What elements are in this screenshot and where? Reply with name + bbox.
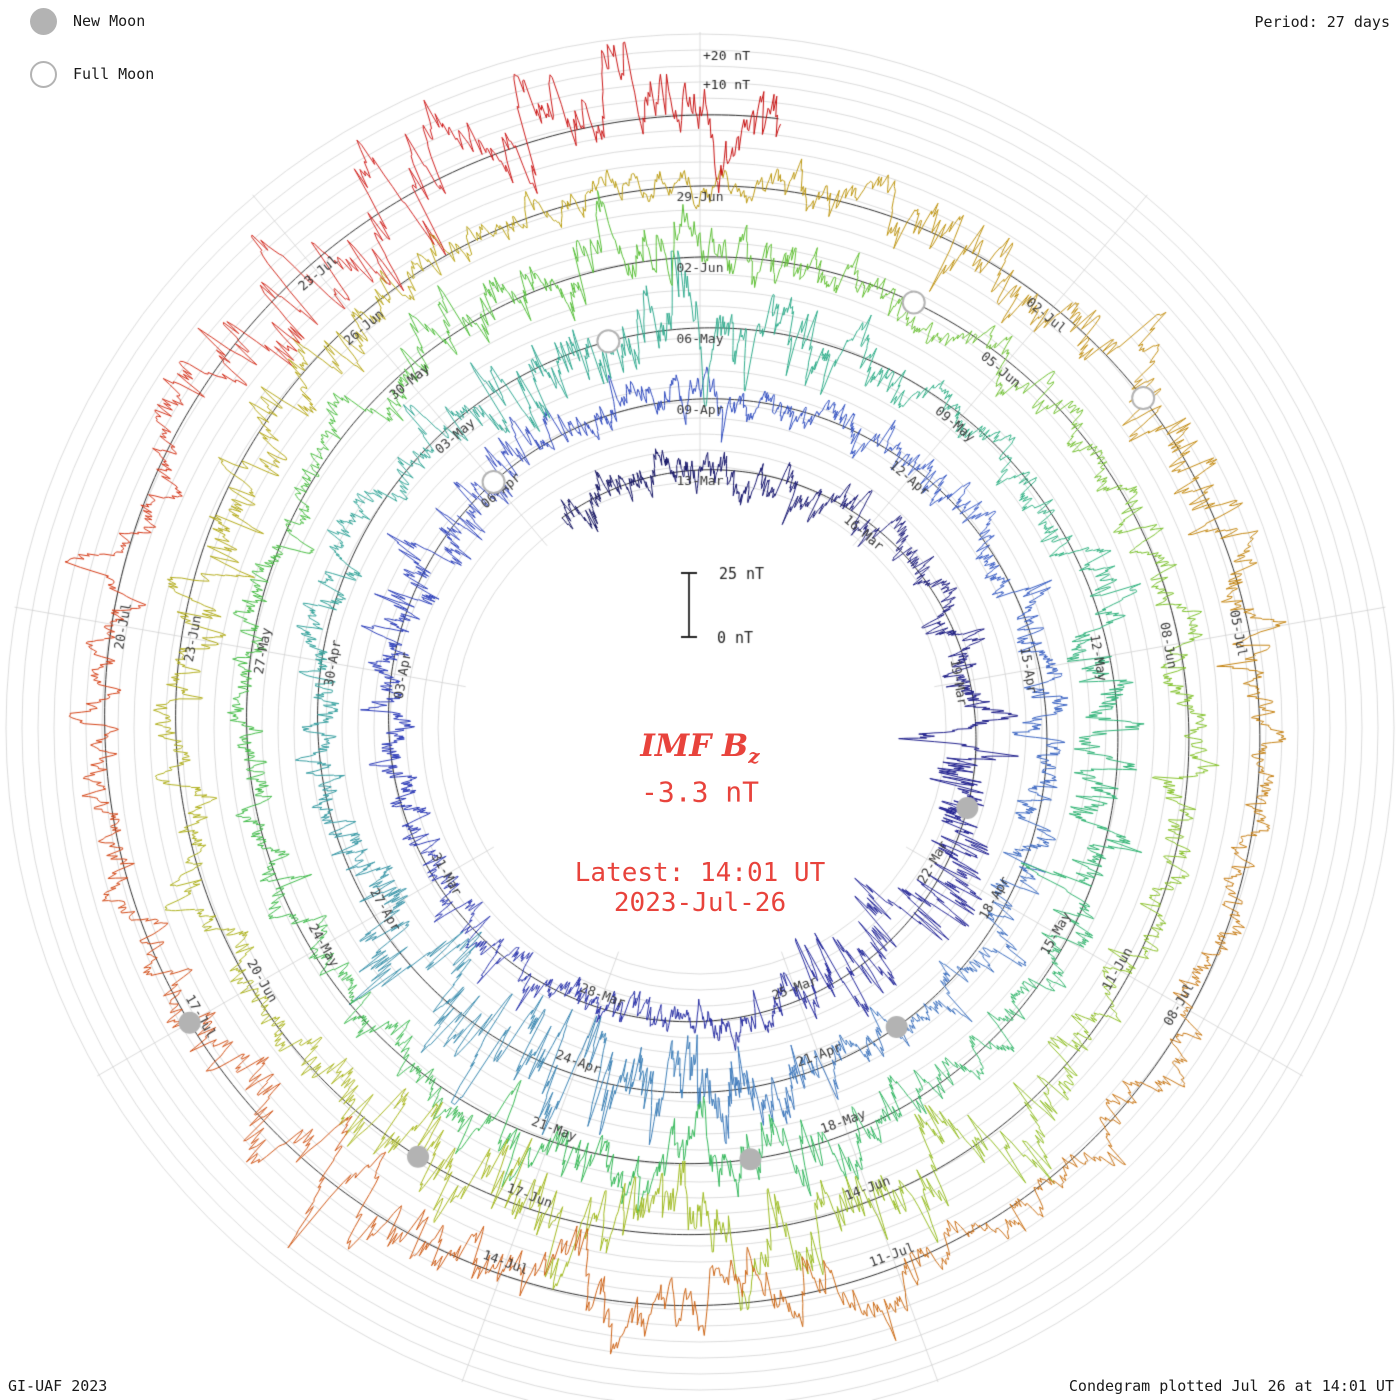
- full-moon-label: Full Moon: [73, 65, 155, 83]
- legend-full-moon-row: Full Moon: [30, 60, 154, 88]
- period-label: Period: 27 days: [1254, 13, 1390, 31]
- plotted-timestamp-label: Condegram plotted Jul 26 at 14:01 UT: [1068, 1377, 1394, 1395]
- legend-new-moon-row: New Moon: [30, 7, 154, 35]
- moon-phase-legend: New Moon Full Moon: [30, 7, 154, 113]
- imf-bz-title-text: IMF B: [640, 727, 749, 764]
- full-moon-icon: [30, 60, 57, 88]
- latest-time-label: Latest: 14:01 UT: [574, 858, 826, 888]
- new-moon-label: New Moon: [73, 12, 146, 30]
- imf-bz-value: -3.3 nT: [640, 775, 760, 809]
- latest-date-label: 2023-Jul-26: [613, 888, 787, 918]
- credit-label: GI-UAF 2023: [8, 1377, 108, 1395]
- imf-bz-title: IMF Bz: [640, 728, 759, 768]
- new-moon-icon: [30, 7, 57, 35]
- imf-bz-title-subscript: z: [748, 744, 760, 769]
